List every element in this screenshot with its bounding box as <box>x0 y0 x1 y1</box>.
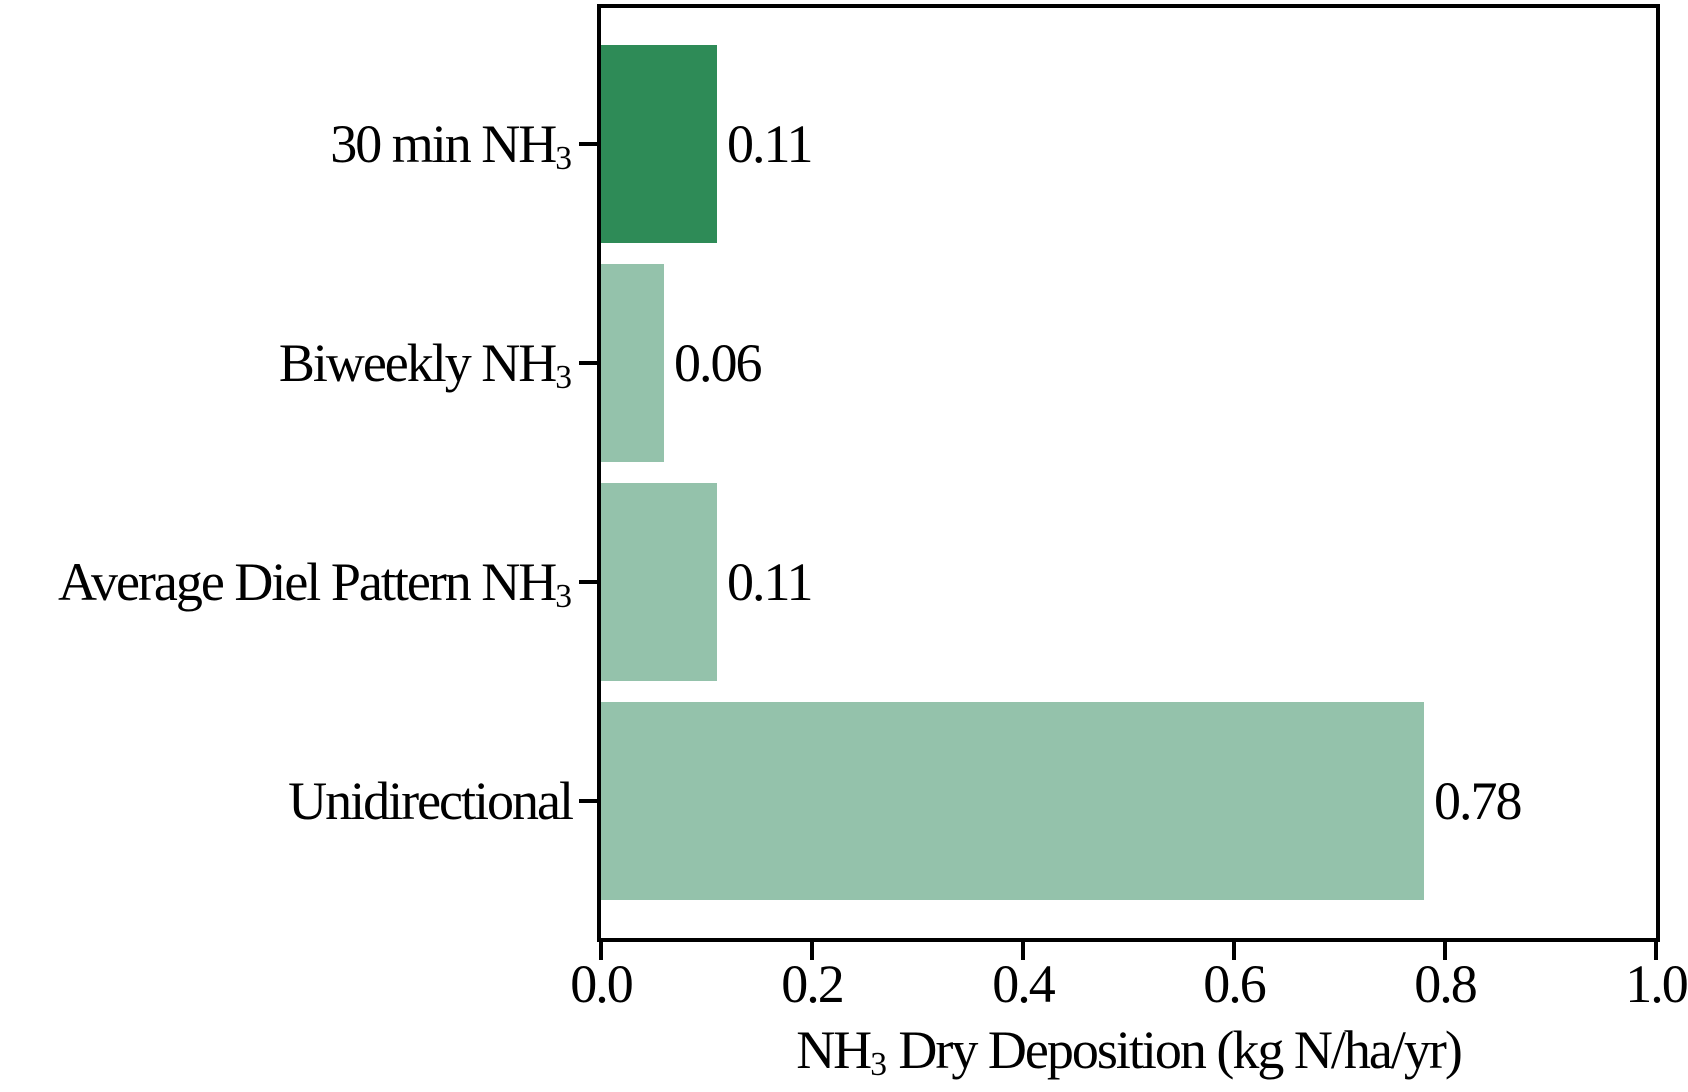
y-tick-mark <box>579 361 597 365</box>
plot-area <box>597 4 1660 942</box>
category-label: 30 min NH3 <box>330 114 572 178</box>
x-tick-mark <box>599 942 603 960</box>
bar-unidirectional <box>601 702 1424 900</box>
bar-value-label: 0.06 <box>674 333 762 393</box>
x-tick-mark <box>1232 942 1236 960</box>
x-tick-mark <box>810 942 814 960</box>
bar-value-label: 0.11 <box>727 114 813 174</box>
bar-value-label: 0.11 <box>727 552 813 612</box>
bar-value-label: 0.78 <box>1434 771 1522 831</box>
x-tick-mark <box>1443 942 1447 960</box>
subscript: 3 <box>870 1046 887 1084</box>
category-label: Average Diel Pattern NH3 <box>57 552 572 616</box>
x-tick-label: 0.6 <box>1203 954 1267 1014</box>
x-tick-label: 1.0 <box>1625 954 1688 1014</box>
x-tick-mark <box>1021 942 1025 960</box>
x-tick-label: 0.2 <box>781 954 845 1014</box>
category-label: Biweekly NH3 <box>278 333 572 397</box>
x-tick-label: 0.4 <box>992 954 1056 1014</box>
bar-average-diel-pattern-nh3 <box>601 483 717 681</box>
y-tick-mark <box>579 799 597 803</box>
subscript: 3 <box>555 359 572 397</box>
x-tick-mark <box>1654 942 1658 960</box>
y-tick-mark <box>579 580 597 584</box>
x-axis-title: NH3 Dry Deposition (kg N/ha/yr) <box>796 1020 1463 1084</box>
y-tick-mark <box>579 142 597 146</box>
category-label: Unidirectional <box>288 771 574 831</box>
subscript: 3 <box>555 578 572 616</box>
bar-biweekly-nh3 <box>601 264 664 462</box>
x-tick-label: 0.0 <box>570 954 634 1014</box>
bar-30-min-nh3 <box>601 45 717 243</box>
subscript: 3 <box>555 140 572 178</box>
x-tick-label: 0.8 <box>1414 954 1478 1014</box>
